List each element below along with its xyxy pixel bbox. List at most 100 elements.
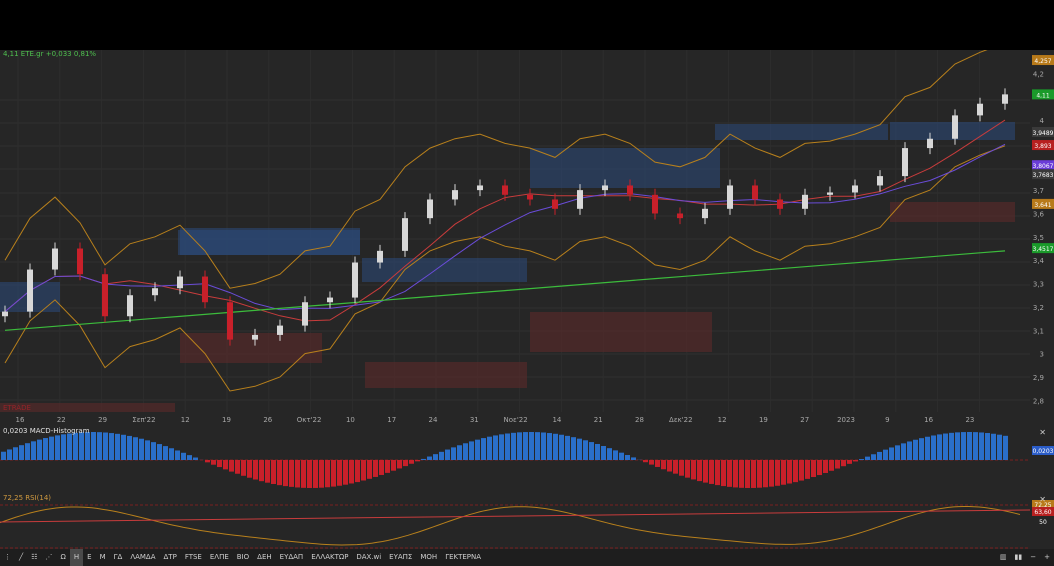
macd-bar xyxy=(643,460,648,463)
macd-bar xyxy=(931,435,936,460)
macd-bar xyxy=(841,460,846,467)
etrade-watermark: ETRADE xyxy=(3,404,31,412)
candle-body xyxy=(527,194,533,200)
macd-bar xyxy=(349,460,354,484)
candle-body xyxy=(577,190,583,209)
supply-zone xyxy=(530,148,720,188)
zoom-in-icon[interactable]: + xyxy=(1044,553,1050,561)
fibonacci-icon[interactable]: ⋰ xyxy=(45,553,53,561)
x-axis-label: 16 xyxy=(16,416,25,424)
macd-bar xyxy=(427,456,432,460)
toolbar-item[interactable]: ΓΔ xyxy=(113,553,123,561)
macd-bar xyxy=(55,435,60,460)
candle-body xyxy=(952,115,958,139)
toolbar-item[interactable]: ΒΙΟ xyxy=(236,553,250,561)
y-axis-label: 4 xyxy=(1040,117,1045,125)
macd-bar xyxy=(901,443,906,460)
toolbar-item[interactable]: ΔΤΡ xyxy=(163,553,177,561)
macd-bar xyxy=(325,460,330,488)
macd-bar xyxy=(511,432,516,460)
macd-bar xyxy=(151,442,156,460)
macd-bar xyxy=(625,455,630,460)
rsi-close-icon[interactable]: ✕ xyxy=(1039,495,1046,504)
macd-bar xyxy=(61,434,66,460)
macd-bar xyxy=(73,432,78,460)
macd-bar xyxy=(667,460,672,472)
x-axis-label: 12 xyxy=(181,416,190,424)
macd-bar xyxy=(415,460,420,462)
price-tag xyxy=(1032,140,1054,151)
candle-body xyxy=(752,185,758,200)
macd-bar xyxy=(517,432,522,460)
zoom-out-icon[interactable]: − xyxy=(1030,553,1037,561)
candle-body xyxy=(377,250,383,263)
macd-bar xyxy=(271,460,276,484)
candle-body xyxy=(402,218,408,251)
macd-bar xyxy=(949,432,954,460)
x-axis-label: 21 xyxy=(594,416,603,424)
candle-body xyxy=(977,103,983,116)
candle-body xyxy=(677,213,683,219)
toolbar-item[interactable]: ΕΥΔΑΠ xyxy=(279,553,304,561)
toolbar-item[interactable]: ΔΕΗ xyxy=(257,553,272,561)
price-tag-text: 3,9489 xyxy=(1033,130,1054,137)
macd-bar xyxy=(745,460,750,488)
toolbar-item[interactable]: ΓΕΚΤΕΡΝΑ xyxy=(445,553,482,561)
x-axis-label: Δεκ'22 xyxy=(669,416,693,424)
macd-bar xyxy=(361,460,366,481)
toolbar-item[interactable]: DAX.wi xyxy=(356,553,382,561)
x-axis-label: 27 xyxy=(800,416,809,424)
macd-bar xyxy=(925,436,930,460)
toolbar-item[interactable]: ΜΟΗ xyxy=(420,553,438,561)
macd-bar xyxy=(451,447,456,460)
bottom-toolbar: ⋮ ╱ ☷ ⋰ Ω Η Ε Μ ΓΔ ΛΑΜΔΑ ΔΤΡ FTSE ΕΛΠΕ ΒΙΟ ΔΕΗ ΕΥΔΑ… xyxy=(0,549,1054,566)
draw-line-icon[interactable]: ╱ xyxy=(19,553,24,561)
toolbar-item[interactable]: Ω xyxy=(60,553,66,561)
toolbar-item[interactable]: ΕΛΠΕ xyxy=(209,553,229,561)
toolbar-item[interactable]: FTSE xyxy=(184,553,202,561)
macd-bar xyxy=(913,439,918,460)
macd-bar xyxy=(403,460,408,467)
macd-bar xyxy=(121,434,126,460)
toolbar-item[interactable]: ΕΥΑΠΣ xyxy=(389,553,413,561)
x-axis-label: 28 xyxy=(635,416,644,424)
candle-body xyxy=(202,276,208,303)
macd-close-icon[interactable]: ✕ xyxy=(1039,428,1046,437)
demand-zone xyxy=(180,333,322,363)
candle-body xyxy=(52,248,58,270)
toolbar-item[interactable]: ΛΑΜΔΑ xyxy=(130,553,156,561)
rsi-tag xyxy=(1032,500,1054,509)
volume-icon[interactable]: ▮▮ xyxy=(1014,553,1023,561)
toolbar-item[interactable]: ΕΛΛΑΚΤΩΡ xyxy=(311,553,349,561)
price-chart-svg[interactable]: 16 22 29 Σεπ'22 12 19 26 Οκτ'22 10 17 24 31 Νοε'22 14… xyxy=(0,50,1054,566)
period-and-symbol-buttons: Ω Η Ε Μ ΓΔ ΛΑΜΔΑ ΔΤΡ FTSE ΕΛΠΕ ΒΙΟ ΔΕΗ ΕΥΔΑΠ ΕΛΛΑΚΤΩ… xyxy=(57,549,486,566)
macd-bar xyxy=(907,441,912,460)
price-tag xyxy=(1032,169,1054,180)
macd-bar xyxy=(853,460,858,462)
x-axis-label: Νοε'22 xyxy=(504,416,528,424)
x-axis-label: 12 xyxy=(718,416,727,424)
toolbar-item[interactable]: Η xyxy=(69,549,84,566)
macd-bar xyxy=(847,460,852,464)
price-tag-text: 4,257 xyxy=(1034,58,1051,65)
macd-bar xyxy=(877,451,882,460)
chart-type-icon[interactable]: ▥ xyxy=(999,553,1007,561)
candle-body xyxy=(452,190,458,200)
macd-bar xyxy=(763,460,768,488)
menu-icon[interactable]: ⋮ xyxy=(4,553,11,561)
chart-area[interactable]: 16 22 29 Σεπ'22 12 19 26 Οκτ'22 10 17 24 31 Νοε'22 14… xyxy=(0,50,1054,566)
candle-body xyxy=(802,194,808,209)
macd-bar xyxy=(781,460,786,485)
candle-body xyxy=(852,185,858,193)
lower-band-line xyxy=(4,145,1006,392)
ma-green-line xyxy=(4,250,1006,331)
y-axis-label: 3,6 xyxy=(1033,210,1045,218)
macd-bar xyxy=(811,460,816,478)
x-axis-label: 10 xyxy=(346,416,355,424)
toolbar-item[interactable]: Ε xyxy=(87,553,92,561)
toolbar-item[interactable]: Μ xyxy=(99,553,106,561)
macd-bar xyxy=(865,456,870,460)
macd-bar xyxy=(469,441,474,460)
indicators-icon[interactable]: ☷ xyxy=(31,553,38,561)
demand-zone xyxy=(0,403,175,412)
